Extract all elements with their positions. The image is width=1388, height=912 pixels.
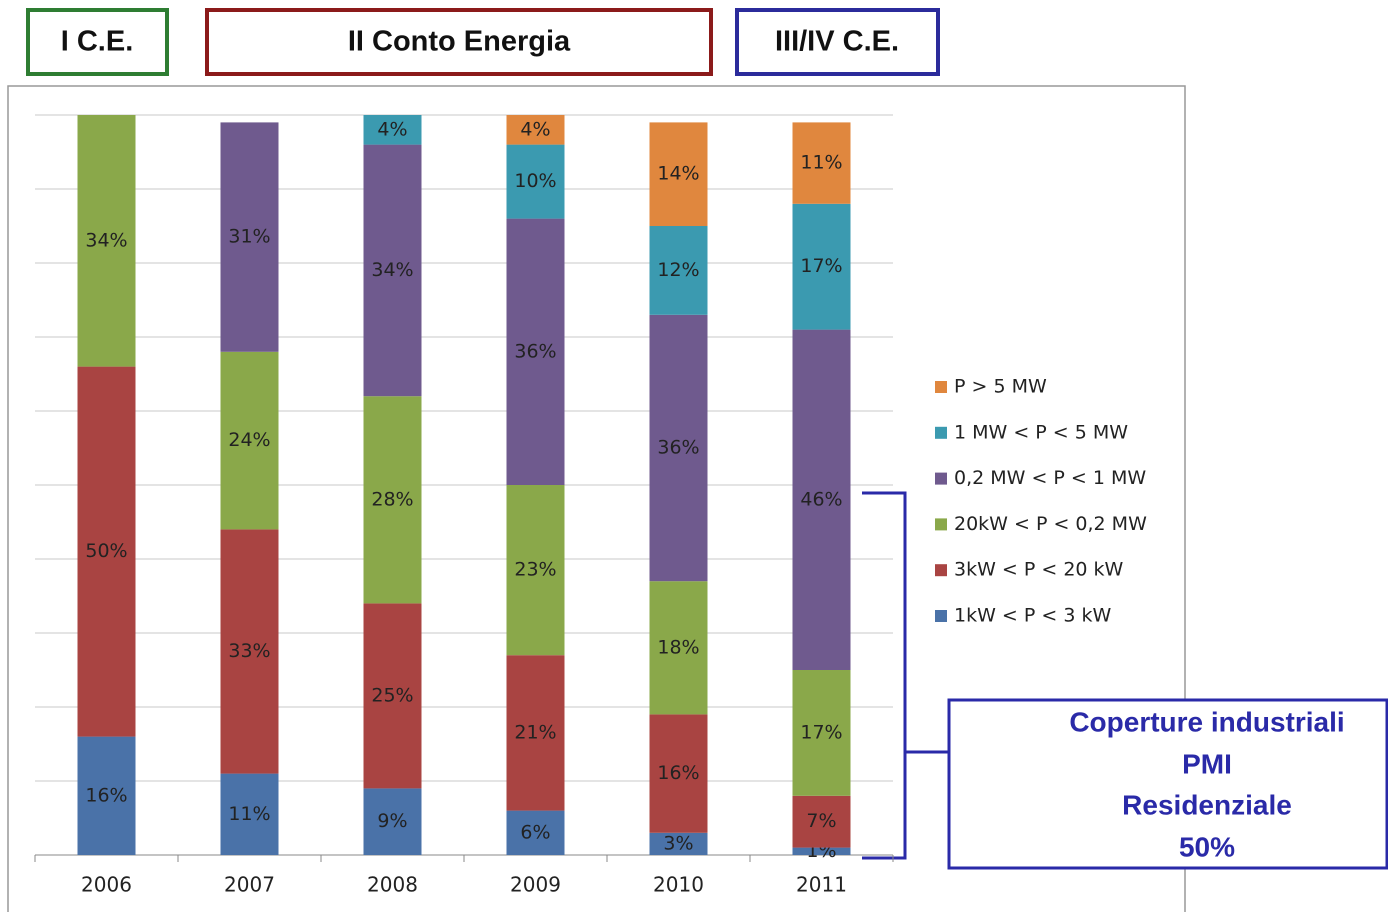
x-tick-label: 2009: [510, 873, 561, 897]
x-tick-label: 2007: [224, 873, 275, 897]
data-label: 50%: [85, 540, 127, 562]
data-label: 24%: [228, 429, 270, 451]
data-label: 4%: [520, 118, 550, 140]
data-label: 33%: [228, 640, 270, 662]
bar-segment: [649, 226, 708, 315]
data-label: 25%: [371, 684, 413, 706]
data-label: 21%: [514, 721, 556, 743]
data-label: 18%: [657, 636, 699, 658]
bar-segment: [506, 655, 565, 811]
bar-segment: [649, 581, 708, 715]
data-label: 17%: [800, 255, 842, 277]
legend-swatch: [935, 426, 947, 439]
legend-label: 1 MW < P < 5 MW: [954, 421, 1128, 443]
annotation-text: 50%: [1179, 831, 1235, 862]
data-label: 36%: [514, 340, 556, 362]
bar-segment: [506, 810, 565, 855]
bar-segment: [506, 144, 565, 219]
bar-segment: [792, 670, 851, 796]
annotation-text: Coperture industriali: [1069, 706, 1344, 737]
data-label: 7%: [806, 810, 836, 832]
header-box: [205, 8, 713, 76]
data-label: 6%: [520, 821, 550, 843]
bar-segment: [363, 115, 422, 145]
data-label: 10%: [514, 170, 556, 192]
data-label: 17%: [800, 721, 842, 743]
bar-segment: [792, 329, 851, 670]
legend-swatch: [935, 564, 947, 577]
annotation-box: [947, 698, 1388, 870]
bar-segment: [649, 832, 708, 855]
bar-segment: [649, 314, 708, 582]
bar-segment: [792, 795, 851, 848]
bracket: [862, 491, 907, 860]
header-label: II Conto Energia: [348, 26, 571, 58]
bar-segment: [77, 736, 136, 855]
data-label: 34%: [85, 229, 127, 251]
bar-segment: [77, 366, 136, 737]
data-label: 36%: [657, 437, 699, 459]
bar-segment: [363, 603, 422, 789]
bar-segment: [363, 144, 422, 397]
legend-label: 0,2 MW < P < 1 MW: [954, 467, 1146, 489]
bar-segment: [77, 115, 136, 367]
data-label: 16%: [657, 762, 699, 784]
bar-segment: [649, 122, 708, 226]
data-label: 4%: [377, 118, 407, 140]
header-label: I C.E.: [61, 26, 134, 58]
bar-segment: [220, 529, 279, 774]
legend-label: 1kW < P < 3 kW: [954, 605, 1111, 627]
header-box: [735, 8, 940, 76]
bar-segment: [792, 203, 851, 330]
x-tick-label: 2010: [653, 873, 704, 897]
data-label: 12%: [657, 259, 699, 281]
legend-swatch: [935, 518, 947, 531]
bar-segment: [363, 788, 422, 855]
x-tick-label: 2008: [367, 873, 418, 897]
legend-swatch: [935, 472, 947, 485]
legend-label: P > 5 MW: [954, 376, 1047, 398]
data-label: 11%: [228, 803, 270, 825]
bar-segment: [506, 218, 565, 485]
bar-segment: [220, 773, 279, 855]
header-box: [26, 8, 169, 76]
data-label: 14%: [657, 163, 699, 185]
annotation-text: Residenziale: [1122, 789, 1292, 820]
data-label: 16%: [85, 784, 127, 806]
legend-label: 3kW < P < 20 kW: [954, 559, 1124, 581]
bar-segment: [649, 714, 708, 833]
bar-segment: [220, 122, 279, 352]
data-label: 28%: [371, 488, 413, 510]
legend-label: 20kW < P < 0,2 MW: [954, 513, 1147, 535]
data-label: 11%: [800, 152, 842, 174]
bar-segment: [363, 396, 422, 604]
header-label: III/IV C.E.: [775, 26, 899, 58]
bar-segment: [792, 847, 851, 855]
bar-segment: [220, 351, 279, 530]
bar-segment: [792, 122, 851, 204]
annotation-text: PMI: [1182, 748, 1232, 779]
data-label: 9%: [377, 810, 407, 832]
legend-swatch: [935, 610, 947, 622]
x-tick-label: 2011: [796, 873, 847, 897]
data-label: 3%: [663, 832, 693, 854]
legend-swatch: [935, 381, 947, 393]
bar-segment: [506, 485, 565, 656]
data-label: 23%: [514, 559, 556, 581]
data-label: 31%: [228, 226, 270, 248]
bar-segment: [506, 115, 565, 145]
data-label: 46%: [800, 488, 842, 510]
x-tick-label: 2006: [81, 873, 132, 897]
data-label: 34%: [371, 259, 413, 281]
